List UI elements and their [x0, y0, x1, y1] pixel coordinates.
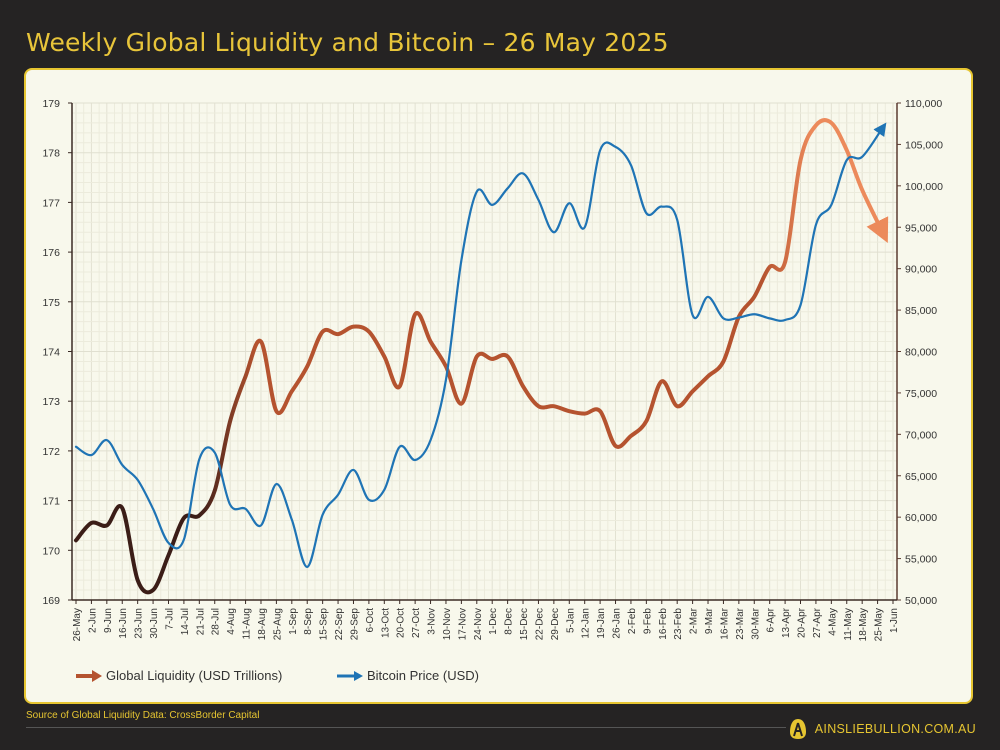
- y-left-tick-label: 175: [42, 297, 60, 309]
- x-tick-label: 2-Mar: [689, 607, 700, 634]
- x-tick-label: 16-Mar: [719, 607, 730, 639]
- arrow-icon: [76, 669, 102, 682]
- x-tick-label: 18-May: [858, 608, 869, 641]
- y-left-tick-label: 176: [42, 247, 60, 259]
- x-tick-label: 14-Jul: [180, 608, 191, 635]
- brand-text: AINSLIEBULLION.COM.AU: [814, 722, 976, 736]
- x-tick-label: 9-Feb: [642, 608, 653, 635]
- x-tick-label: 22-Sep: [334, 608, 345, 641]
- y-left-tick-label: 177: [42, 197, 60, 209]
- x-tick-label: 1-Dec: [488, 608, 499, 635]
- x-tick-label: 12-Jan: [581, 608, 592, 639]
- x-tick-label: 30-Mar: [750, 607, 761, 639]
- x-tick-label: 13-Apr: [781, 607, 792, 638]
- x-tick-label: 1-Jun: [889, 608, 900, 633]
- x-tick-label: 23-Feb: [673, 608, 684, 640]
- x-tick-label: 4-Aug: [226, 608, 237, 635]
- axes: 169 170 171 172 173 174 175 176 177 178 179 50,000 5…: [42, 98, 943, 641]
- arrow-icon: [337, 670, 363, 681]
- series-line-bitcoin-price: [74, 122, 887, 568]
- chart-card: [24, 68, 973, 704]
- x-tick-label: 9-Mar: [704, 607, 715, 634]
- y-right-tick-label: 100,000: [905, 181, 943, 193]
- y-right-tick-label: 55,000: [905, 554, 937, 566]
- x-tick-label: 21-Jul: [195, 608, 206, 635]
- y-right-tick-label: 90,000: [905, 264, 937, 276]
- chart-title: Weekly Global Liquidity and Bitcoin – 26…: [26, 28, 669, 57]
- source-note: Source of Global Liquidity Data: CrossBo…: [26, 710, 260, 721]
- x-tick-label: 3-Nov: [427, 608, 438, 635]
- x-tick-label: 8-Dec: [504, 608, 515, 635]
- series: [74, 118, 889, 595]
- series-line-global-liquidity: [74, 118, 889, 595]
- y-left-tick-label: 171: [42, 496, 60, 508]
- x-tick-label: 6-Apr: [766, 607, 777, 632]
- y-left-tick-label: 174: [42, 347, 60, 359]
- x-tick-label: 9-Jun: [103, 608, 114, 633]
- x-tick-label: 23-Jun: [134, 608, 145, 639]
- y-right-tick-label: 50,000: [905, 595, 937, 607]
- x-tick-label: 25-May: [874, 608, 885, 641]
- y-left-tick-label: 173: [42, 396, 60, 408]
- legend-label: Bitcoin Price (USD): [367, 668, 479, 683]
- x-tick-label: 11-Aug: [242, 608, 253, 640]
- x-tick-label: 7-Jul: [164, 608, 175, 630]
- x-tick-label: 16-Jun: [118, 608, 129, 639]
- legend-label: Global Liquidity (USD Trillions): [106, 668, 283, 683]
- y-right-tick-label: 105,000: [905, 139, 943, 151]
- x-tick-label: 10-Nov: [442, 608, 453, 640]
- x-tick-label: 26-Jan: [612, 608, 623, 639]
- x-tick-label: 20-Oct: [396, 608, 407, 638]
- x-tick-label: 15-Dec: [519, 608, 530, 640]
- y-right-tick-label: 110,000: [905, 98, 942, 110]
- x-tick-label: 1-Sep: [288, 608, 299, 635]
- y-left-tick-label: 179: [42, 98, 60, 110]
- x-tick-label: 2-Jun: [87, 608, 98, 633]
- divider: [26, 727, 786, 728]
- grid: [72, 102, 897, 601]
- y-right-tick-label: 80,000: [905, 347, 937, 359]
- x-tick-label: 30-Jun: [149, 608, 160, 639]
- x-tick-label: 23-Mar: [735, 607, 746, 639]
- y-left-tick-label: 172: [42, 446, 60, 458]
- x-tick-label: 16-Feb: [658, 608, 669, 640]
- x-tick-label: 25-Aug: [272, 608, 283, 640]
- legend-item-liquidity: Global Liquidity (USD Trillions): [76, 668, 282, 683]
- y-right-tick-label: 70,000: [905, 429, 937, 441]
- legend-item-bitcoin: Bitcoin Price (USD): [337, 668, 479, 683]
- brand[interactable]: AINSLIEBULLION.COM.AU: [789, 718, 976, 740]
- y-right-tick-label: 95,000: [905, 222, 937, 234]
- y-right-tick-label: 75,000: [905, 388, 937, 400]
- x-tick-label: 26-May: [72, 608, 83, 641]
- x-tick-label: 4-May: [827, 608, 838, 636]
- ainslie-logo-icon: [789, 719, 806, 739]
- y-right-tick-label: 65,000: [905, 471, 937, 483]
- x-tick-label: 29-Dec: [550, 608, 561, 640]
- x-tick-label: 2-Feb: [627, 608, 638, 635]
- x-tick-label: 8-Sep: [303, 608, 314, 635]
- y-left-tick-label: 169: [42, 595, 60, 607]
- x-tick-label: 11-May: [843, 608, 854, 641]
- y-left-tick-label: 178: [42, 148, 60, 160]
- x-tick-label: 19-Jan: [596, 608, 607, 639]
- x-tick-label: 6-Oct: [365, 608, 376, 633]
- x-tick-label: 15-Sep: [319, 608, 330, 641]
- x-tick-label: 28-Jul: [211, 608, 222, 635]
- y-left-tick-label: 170: [42, 545, 60, 557]
- x-tick-label: 29-Sep: [349, 608, 360, 641]
- x-tick-label: 13-Oct: [380, 608, 391, 638]
- x-tick-label: 27-Oct: [411, 608, 422, 638]
- x-tick-label: 27-Apr: [812, 607, 823, 638]
- x-tick-label: 24-Nov: [473, 608, 484, 640]
- y-right-tick-label: 60,000: [905, 512, 937, 524]
- x-tick-label: 17-Nov: [457, 608, 468, 640]
- y-right-tick-label: 85,000: [905, 305, 937, 317]
- x-tick-label: 5-Jan: [565, 608, 576, 633]
- x-tick-label: 22-Dec: [534, 608, 545, 640]
- x-tick-label: 20-Apr: [797, 607, 808, 638]
- x-tick-label: 18-Aug: [257, 608, 268, 640]
